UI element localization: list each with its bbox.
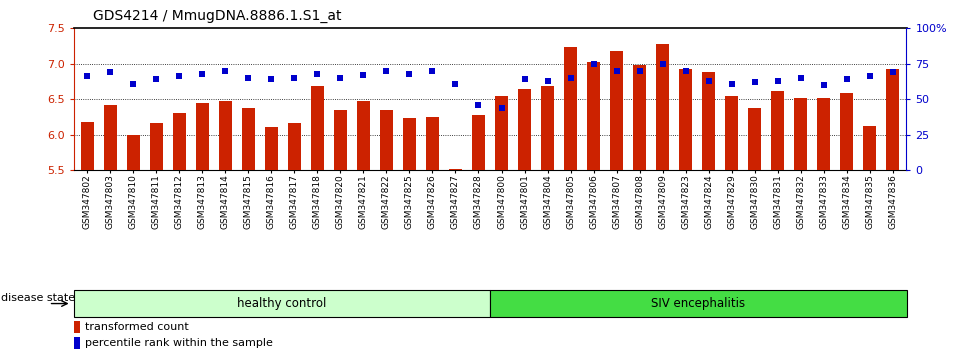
Bar — [196, 103, 209, 170]
Bar — [150, 123, 163, 170]
Point — [724, 81, 740, 86]
Bar — [490, 290, 906, 317]
Point — [240, 75, 256, 81]
Bar — [541, 86, 554, 170]
Bar — [771, 91, 784, 170]
Bar — [74, 337, 79, 349]
Bar — [449, 169, 462, 170]
Bar — [380, 110, 393, 170]
Bar — [220, 101, 231, 170]
Text: healthy control: healthy control — [237, 297, 326, 310]
Point — [378, 68, 394, 74]
Bar — [74, 321, 79, 333]
Bar — [587, 62, 600, 170]
Bar — [611, 51, 623, 170]
Point — [310, 71, 325, 76]
Bar — [265, 127, 277, 170]
Bar — [426, 117, 439, 170]
Bar — [104, 105, 117, 170]
Point — [103, 69, 119, 75]
Text: SIV encephalitis: SIV encephalitis — [651, 297, 746, 310]
Point — [172, 74, 187, 79]
Bar — [74, 290, 490, 317]
Bar — [288, 123, 301, 170]
Point — [655, 61, 670, 67]
Bar — [749, 108, 760, 170]
Point — [516, 76, 532, 82]
Point — [332, 75, 348, 81]
Point — [424, 68, 440, 74]
Point — [632, 68, 648, 74]
Point — [448, 81, 464, 86]
Bar — [173, 113, 185, 170]
Point — [885, 69, 901, 75]
Bar — [725, 96, 738, 170]
Text: percentile rank within the sample: percentile rank within the sample — [85, 338, 272, 348]
Bar — [633, 65, 646, 170]
Point — [563, 75, 578, 81]
Point — [747, 79, 762, 85]
Bar — [840, 93, 853, 170]
Bar — [518, 89, 531, 170]
Point — [815, 82, 831, 88]
Bar — [817, 98, 830, 170]
Bar — [472, 115, 485, 170]
Point — [356, 72, 371, 78]
Point — [125, 81, 141, 86]
Point — [861, 74, 877, 79]
Bar — [564, 47, 577, 170]
Text: GDS4214 / MmugDNA.8886.1.S1_at: GDS4214 / MmugDNA.8886.1.S1_at — [93, 9, 342, 23]
Text: disease state: disease state — [1, 293, 75, 303]
Point — [494, 105, 510, 110]
Point — [701, 78, 716, 84]
Point — [218, 68, 233, 74]
Point — [194, 71, 210, 76]
Bar — [657, 44, 669, 170]
Point — [770, 78, 786, 84]
Text: transformed count: transformed count — [85, 322, 188, 332]
Bar — [127, 135, 140, 170]
Bar — [357, 101, 369, 170]
Bar — [703, 72, 715, 170]
Point — [540, 78, 556, 84]
Bar — [679, 69, 692, 170]
Point — [839, 76, 855, 82]
Bar — [795, 98, 807, 170]
Bar — [886, 69, 899, 170]
Point — [678, 68, 694, 74]
Point — [79, 74, 95, 79]
Bar — [495, 96, 508, 170]
Bar — [403, 118, 416, 170]
Bar — [81, 122, 94, 170]
Point — [586, 61, 602, 67]
Point — [286, 75, 302, 81]
Point — [470, 102, 486, 108]
Bar — [863, 126, 876, 170]
Point — [609, 68, 624, 74]
Bar — [334, 110, 347, 170]
Point — [149, 76, 165, 82]
Bar — [242, 108, 255, 170]
Point — [264, 76, 279, 82]
Bar — [311, 86, 323, 170]
Point — [793, 75, 808, 81]
Point — [402, 71, 417, 76]
